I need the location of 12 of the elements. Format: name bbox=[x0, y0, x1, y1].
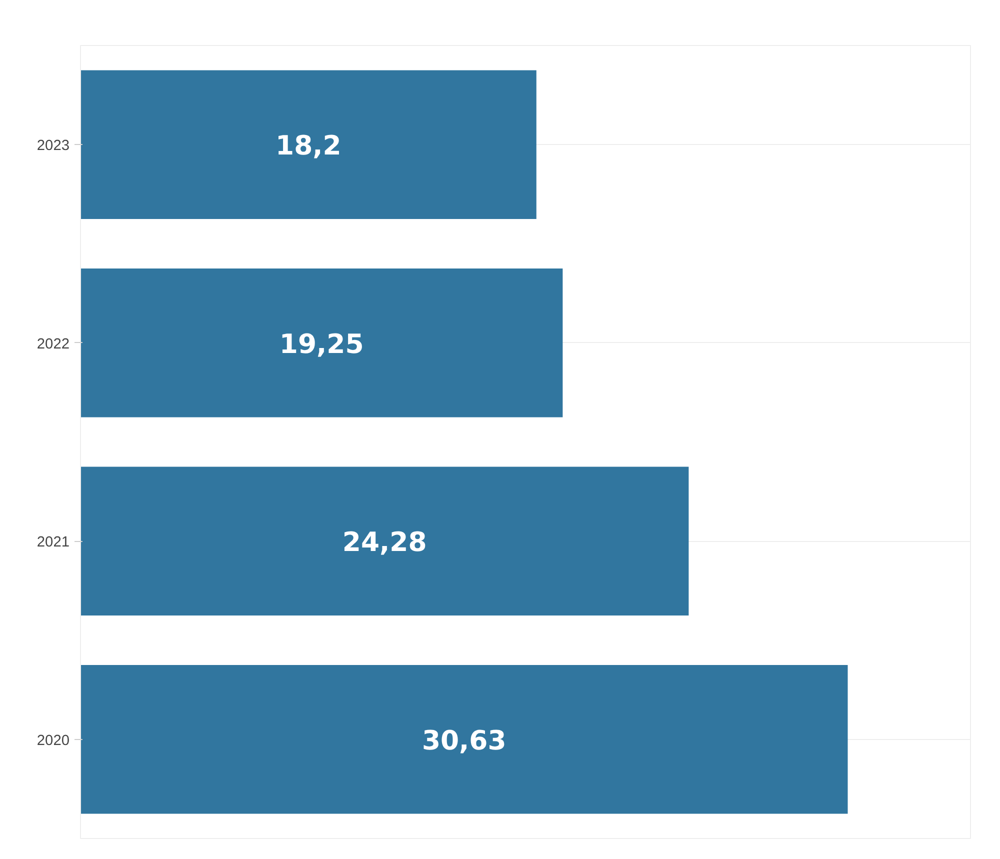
data-label: 24,28 bbox=[342, 527, 427, 558]
data-label: 19,25 bbox=[279, 328, 364, 360]
y-tick-label: 2021 bbox=[36, 534, 70, 551]
y-tick-label: 2020 bbox=[36, 732, 70, 749]
y-tick-label: 2023 bbox=[36, 138, 70, 154]
bar bbox=[80, 70, 536, 219]
bar bbox=[80, 268, 563, 418]
data-label: 30,63 bbox=[422, 725, 506, 756]
y-tick-label: 2022 bbox=[36, 336, 70, 352]
bar bbox=[80, 466, 689, 616]
data-label: 18,2 bbox=[276, 130, 342, 162]
bar bbox=[80, 665, 848, 814]
